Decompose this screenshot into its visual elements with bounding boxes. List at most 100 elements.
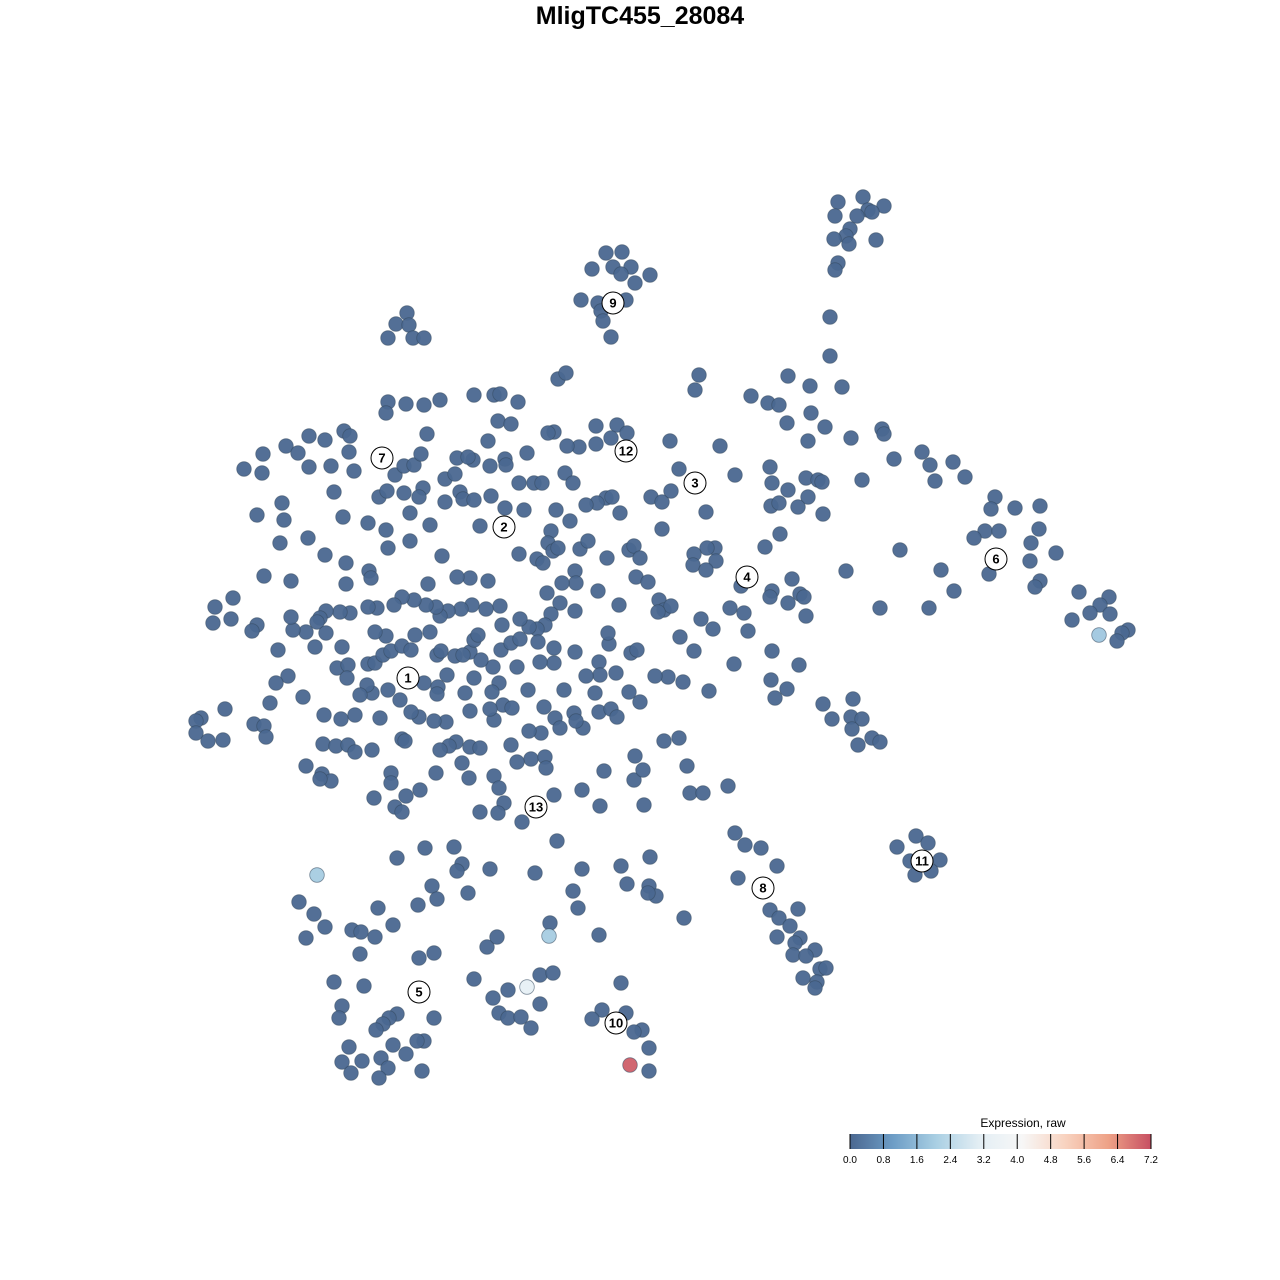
data-point <box>654 521 670 537</box>
data-point <box>466 670 482 686</box>
data-point <box>780 368 796 384</box>
data-point <box>671 461 687 477</box>
data-point <box>318 625 334 641</box>
data-point <box>346 463 362 479</box>
data-point <box>285 622 301 638</box>
data-point <box>482 458 498 474</box>
data-point <box>343 1065 359 1081</box>
data-point <box>814 474 830 490</box>
data-point <box>612 505 628 521</box>
data-point <box>472 518 488 534</box>
data-point <box>824 711 840 727</box>
data-point <box>509 659 525 675</box>
data-point <box>485 659 501 675</box>
data-point <box>791 657 807 673</box>
data-point <box>347 707 363 723</box>
data-point <box>520 682 536 698</box>
data-point <box>372 710 388 726</box>
data-point <box>584 1011 600 1027</box>
data-point <box>603 430 619 446</box>
data-point <box>800 433 816 449</box>
data-point <box>843 430 859 446</box>
data-point <box>554 575 570 591</box>
data-point <box>845 691 861 707</box>
data-point <box>1023 535 1039 551</box>
data-point <box>215 732 231 748</box>
data-point <box>764 475 780 491</box>
cluster-label-4: 4 <box>735 565 759 589</box>
data-point <box>485 990 501 1006</box>
data-point <box>626 1024 642 1040</box>
data-point <box>371 1070 387 1086</box>
colorbar-tick-label: 4.8 <box>1044 1155 1058 1166</box>
data-point <box>1082 605 1098 621</box>
data-point <box>512 611 528 627</box>
data-point <box>1071 584 1087 600</box>
data-point <box>872 734 888 750</box>
data-point <box>800 489 816 505</box>
data-point <box>594 1002 610 1018</box>
data-point <box>827 208 843 224</box>
data-point <box>317 919 333 935</box>
data-point <box>207 599 223 615</box>
data-point <box>512 631 528 647</box>
data-point <box>592 798 608 814</box>
data-point <box>701 683 717 699</box>
data-point <box>521 723 537 739</box>
data-point <box>380 682 396 698</box>
data-point <box>764 643 780 659</box>
data-point <box>380 330 396 346</box>
data-point <box>335 509 351 525</box>
data-point <box>410 897 426 913</box>
data-point <box>298 930 314 946</box>
data-point <box>647 668 663 684</box>
data-point <box>613 975 629 991</box>
data-point <box>534 475 550 491</box>
data-point <box>671 730 687 746</box>
data-point <box>249 507 265 523</box>
cluster-label-badge <box>370 446 394 470</box>
data-point <box>432 742 448 758</box>
data-point <box>290 445 306 461</box>
data-point <box>698 562 714 578</box>
data-point <box>466 492 482 508</box>
data-point <box>511 475 527 491</box>
data-point <box>767 690 783 706</box>
data-point <box>654 494 670 510</box>
data-point <box>584 261 600 277</box>
data-point <box>497 500 513 516</box>
data-point <box>460 449 476 465</box>
data-point <box>771 397 787 413</box>
data-point <box>592 667 608 683</box>
data-point <box>712 438 728 454</box>
data-point <box>406 457 422 473</box>
data-point <box>613 858 629 874</box>
data-point <box>523 1020 539 1036</box>
data-point <box>662 433 678 449</box>
data-point <box>353 924 369 940</box>
data-point <box>542 915 558 931</box>
data-point <box>552 720 568 736</box>
data-point <box>552 595 568 611</box>
data-point <box>708 553 724 569</box>
data-point <box>401 317 417 333</box>
data-point <box>757 539 773 555</box>
data-point <box>340 657 356 673</box>
data-point <box>338 576 354 592</box>
data-point <box>426 1010 442 1026</box>
data-point <box>588 418 604 434</box>
data-point <box>567 603 583 619</box>
data-point <box>379 483 395 499</box>
data-point <box>834 379 850 395</box>
data-point <box>635 762 651 778</box>
data-point <box>559 438 575 454</box>
data-point <box>347 744 363 760</box>
data-point <box>262 695 278 711</box>
data-point <box>983 501 999 517</box>
data-point <box>546 640 562 656</box>
data-point <box>513 1009 529 1025</box>
data-point <box>817 419 833 435</box>
colorbar-tick-label: 5.6 <box>1077 1155 1091 1166</box>
data-point <box>483 488 499 504</box>
